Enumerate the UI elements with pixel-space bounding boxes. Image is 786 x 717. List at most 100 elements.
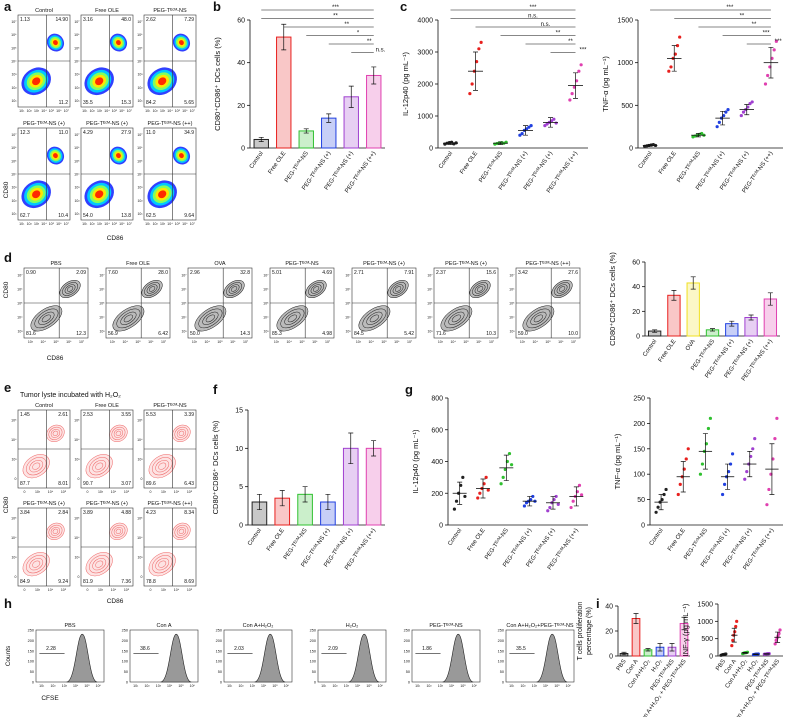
- flow-y-tick: 10³: [427, 330, 433, 334]
- data-point: [720, 492, 725, 497]
- data-point: [571, 499, 575, 503]
- flow-x-tick: 10⁵: [299, 340, 305, 344]
- flow-x-tick: 10⁴: [174, 490, 180, 494]
- quadrant-value: 2.61: [58, 412, 68, 418]
- quadrant-value: 15.3: [121, 100, 131, 106]
- x-tick-label: PBS: [616, 659, 628, 672]
- flow-x-tick: 10²: [426, 684, 432, 688]
- flow-x-tick: 10⁶: [119, 222, 125, 226]
- contour: [62, 282, 79, 296]
- quadrant-value: 4.98: [322, 331, 332, 337]
- flow-frame: [317, 629, 387, 683]
- contour: [310, 284, 322, 294]
- error-bar: [258, 136, 264, 142]
- flow-x-tick: 10⁵: [178, 684, 184, 688]
- flow-x-tick: 10⁷: [489, 340, 495, 344]
- flow-x-tick: 10⁴: [111, 490, 117, 494]
- flow-x-tick: 10⁴: [167, 684, 173, 688]
- error-bar: [767, 292, 773, 306]
- data-point: [676, 492, 680, 497]
- flow-y-tick: 250: [216, 629, 222, 633]
- flow-x-tick: 10¹: [82, 109, 88, 113]
- density: [116, 40, 121, 46]
- quadrant-value: 5.53: [146, 412, 156, 418]
- quadrant-value: 15.6: [486, 270, 496, 276]
- flow-x-tick: 10³: [520, 340, 526, 344]
- flow-x-tick: 10⁶: [558, 340, 564, 344]
- flow-x-tick: 10²: [238, 684, 244, 688]
- histogram: [66, 633, 98, 683]
- error-bar: [695, 133, 701, 138]
- y-tick-label: 20: [605, 629, 613, 636]
- data-point: [739, 113, 743, 118]
- contour: [176, 526, 187, 536]
- flow-x-tick: 0: [24, 490, 26, 494]
- contour: [469, 280, 491, 298]
- quadrant-value: 5.01: [272, 270, 282, 276]
- contour: [284, 311, 301, 325]
- y-tick-label: 3000: [417, 50, 433, 57]
- flow-x-tick: 10¹: [133, 684, 139, 688]
- contour: [194, 305, 227, 332]
- contour: [148, 454, 176, 479]
- data-point: [479, 40, 483, 45]
- flow-y-tick: 150: [122, 649, 128, 653]
- y-axis-label: INF-γ (pg mL⁻¹): [681, 603, 690, 656]
- flow-x-tick: 10²: [90, 109, 96, 113]
- flow-x-tick: 0: [87, 588, 89, 592]
- flow-y-tick: 0: [15, 575, 17, 579]
- flow-x-tick: 10²: [27, 222, 33, 226]
- flow-y-tick: 10¹: [74, 212, 80, 216]
- flow-y-tick: 10⁵: [11, 159, 17, 163]
- flow-y-tick: 10⁴: [11, 438, 17, 442]
- quadrant-value: 3.55: [121, 412, 131, 418]
- flow-y-tick: 100: [122, 660, 128, 664]
- data-point: [552, 117, 556, 121]
- flow-title: Free OLE: [126, 261, 150, 267]
- flow-y-tick: 10⁴: [137, 173, 143, 177]
- flow-y-tick: 100: [28, 660, 34, 664]
- flow-x-tick: 10²: [90, 222, 96, 226]
- flow-y-tick: 10⁴: [17, 316, 23, 320]
- data-point: [577, 483, 582, 487]
- flow-x-tick: 10³: [97, 109, 103, 113]
- contour: [88, 555, 110, 574]
- data-point: [499, 482, 503, 486]
- flow-title: PBS: [64, 623, 75, 629]
- histogram: [536, 633, 568, 683]
- error-bar: [573, 72, 578, 99]
- quadrant-value: 1.45: [20, 412, 30, 418]
- flow-title: H₂O₂: [346, 623, 359, 629]
- flow-title: OVA: [214, 261, 226, 267]
- density: [179, 153, 184, 159]
- contour: [52, 430, 59, 436]
- data-point: [664, 487, 668, 492]
- flow-y-tick: 200: [310, 639, 316, 643]
- flow-x-tick: 10⁴: [41, 222, 47, 226]
- error-bar: [742, 652, 748, 654]
- flow-x-tick: 10⁴: [543, 684, 549, 688]
- flow-y-tick: 10³: [74, 73, 80, 77]
- contour: [287, 314, 298, 323]
- y-tick-label: 1000: [417, 114, 433, 121]
- data-point: [751, 447, 755, 451]
- x-axis-label: CD86: [47, 355, 64, 362]
- flow-x-tick: 10³: [160, 222, 166, 226]
- error-bar: [725, 463, 731, 490]
- flow-x-tick: 10³: [62, 684, 68, 688]
- gate-value: 2.09: [328, 646, 338, 652]
- contour: [88, 457, 110, 476]
- flow-y-tick: 10⁶: [263, 288, 269, 292]
- y-tick-label: 0: [641, 523, 645, 530]
- flow-x-tick: 10⁵: [366, 684, 372, 688]
- quadrant-value: 27.6: [568, 270, 578, 276]
- panel-label: d: [4, 250, 12, 265]
- quadrant-value: 12.3: [20, 130, 30, 136]
- quadrant-value: 7.60: [108, 270, 118, 276]
- quadrant-value: 5.65: [184, 100, 194, 106]
- flow-x-tick: 10³: [356, 340, 362, 344]
- flow-x-tick: 10⁴: [261, 684, 267, 688]
- data-point: [654, 510, 658, 514]
- y-tick-label: 200: [633, 421, 645, 428]
- y-tick-label: 4000: [417, 18, 433, 25]
